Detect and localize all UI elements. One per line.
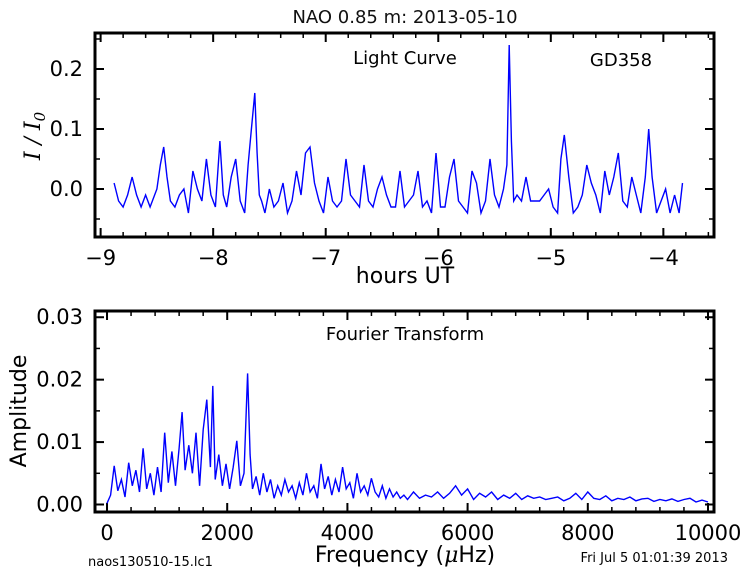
light-curve-ytick-label: 0.0: [50, 177, 83, 201]
light-curve-xlabel: hours UT: [356, 264, 455, 289]
light-curve-xtick-label: −8: [198, 246, 229, 270]
footer-filename: naos130510-15.lc1: [88, 555, 213, 570]
light-curve-xtick-label: −6: [423, 246, 454, 270]
light-curve-frame: [93, 31, 716, 239]
light-curve-panel: −9 −8 −7 −6 −5 −40.00.10.2 Light Curve GD358 …: [21, 31, 716, 289]
light-curve-annotation: Light Curve: [353, 48, 457, 69]
fourier-xtick-label: 0: [100, 521, 113, 545]
fourier-xtick-label: 6000: [441, 521, 494, 545]
light-curve-ticks: [95, 33, 714, 237]
fourier-ytick-label: 0.00: [36, 493, 83, 517]
light-curve-xtick-label: −4: [648, 246, 679, 270]
fourier-xtick-label: 2000: [200, 521, 253, 545]
light-curve-xtick-label: −9: [85, 246, 116, 270]
fourier-ylabel: Amplitude: [7, 355, 32, 468]
fourier-ytick-label: 0.02: [36, 368, 83, 392]
light-curve-ytick-label: 0.2: [50, 57, 83, 81]
fourier-panel: 0 2000 4000 6000 8000 10000 0.00 0.01 0.02 0.03 F…: [7, 305, 741, 568]
fourier-xlabel: Frequency (μHz): [315, 543, 495, 568]
fourier-ticks: [95, 311, 714, 512]
light-curve-xtick-label: −5: [535, 246, 566, 270]
fourier-tick-labels: 0 2000 4000 6000 8000 10000 0.00 0.01 0.02 0.03: [36, 305, 741, 545]
fourier-xtick-label: 8000: [561, 521, 614, 545]
fourier-ytick-label: 0.03: [36, 305, 83, 329]
fourier-ytick-label: 0.01: [36, 430, 83, 454]
light-curve-line: [113, 44, 684, 216]
footer-timestamp: Fri Jul 5 01:01:39 2013: [581, 551, 728, 566]
fourier-line: [106, 373, 709, 504]
fourier-annotation: Fourier Transform: [326, 324, 484, 345]
fourier-xtick-label: 10000: [675, 521, 742, 545]
light-curve-ylabel: I / I0: [21, 111, 49, 161]
light-curve-xtick-label: −7: [310, 246, 341, 270]
light-curve-tick-labels: −9 −8 −7 −6 −5 −4 0.0 0.1 0.2: [50, 57, 679, 270]
fourier-xtick-label: 4000: [321, 521, 374, 545]
star-name-annotation: GD358: [590, 50, 652, 71]
figure-title: NAO 0.85 m: 2013-05-10: [292, 7, 517, 28]
light-curve-ytick-label: 0.1: [50, 117, 83, 141]
